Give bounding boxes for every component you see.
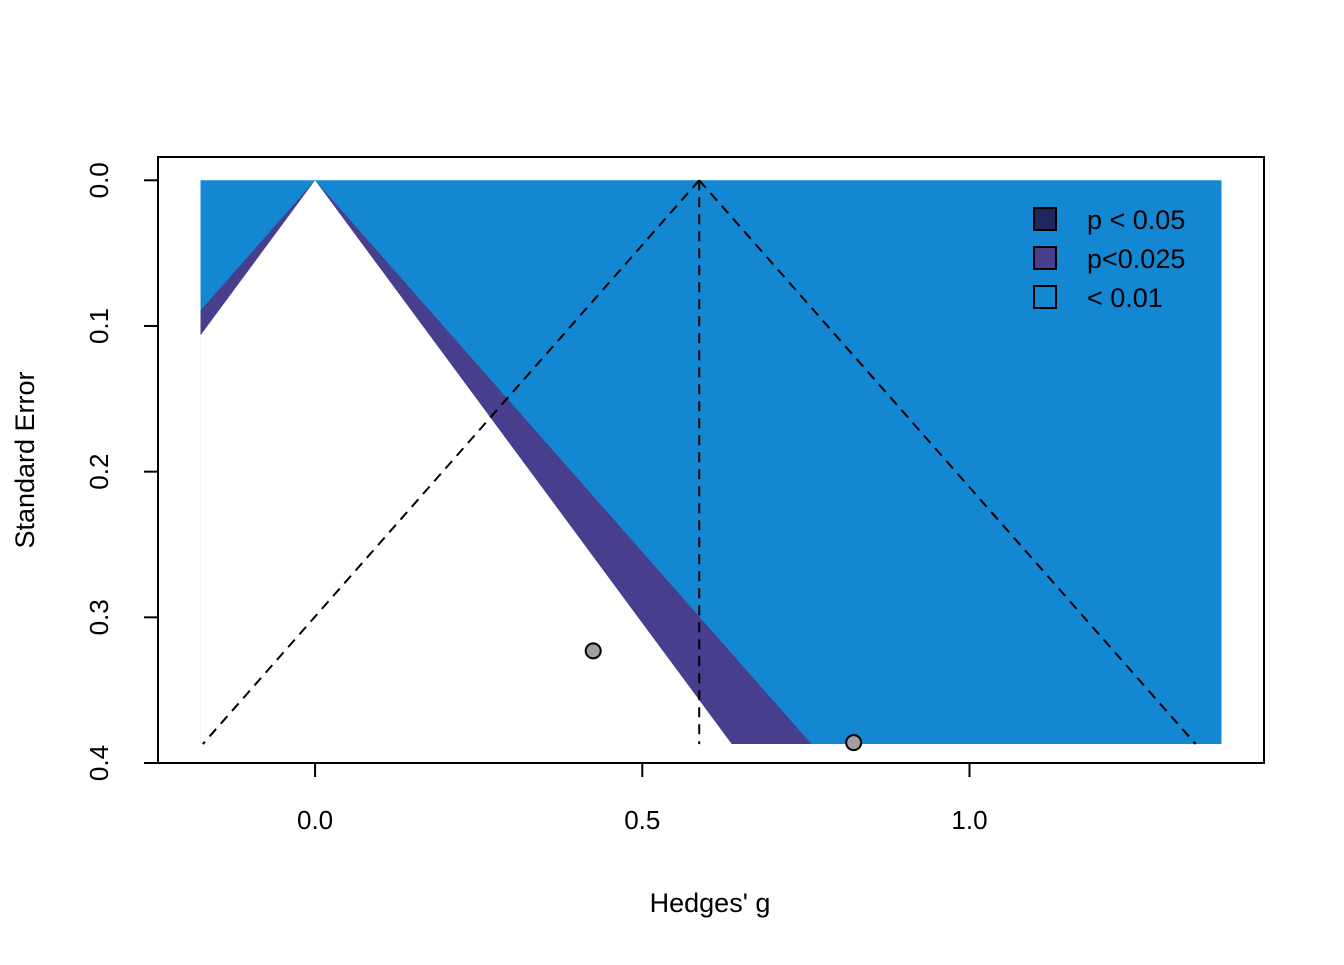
legend: p < 0.05 p<0.025 < 0.01 — [1033, 205, 1185, 313]
x-axis-label: Hedges' g — [650, 888, 771, 918]
legend-label: p<0.025 — [1087, 244, 1185, 274]
study-points — [584, 642, 863, 752]
legend-swatch — [1033, 246, 1057, 270]
x-tick-label: 0.0 — [297, 805, 333, 835]
y-tick-label: 0.2 — [84, 454, 114, 490]
y-tick-label: 0.0 — [84, 162, 114, 198]
legend-swatch — [1033, 285, 1057, 309]
y-tick-label: 0.4 — [84, 745, 114, 781]
x-tick-label: 0.5 — [624, 805, 660, 835]
legend-label: < 0.01 — [1087, 283, 1163, 313]
x-axis: 0.0 0.5 1.0 — [297, 762, 988, 835]
legend-swatch — [1033, 207, 1057, 231]
funnel-left-line — [202, 179, 700, 745]
y-tick-label: 0.3 — [84, 599, 114, 635]
legend-label: p < 0.05 — [1087, 205, 1185, 235]
x-tick-label: 1.0 — [951, 805, 987, 835]
y-axis: 0.0 0.1 0.2 0.3 0.4 — [84, 162, 158, 781]
funnel-right-line — [698, 179, 1197, 745]
significance-regions — [200, 180, 1222, 745]
y-tick-label: 0.1 — [84, 308, 114, 344]
data-point — [584, 642, 602, 660]
data-point — [845, 734, 863, 752]
funnel-lines — [202, 179, 1197, 745]
y-axis-label: Standard Error — [10, 371, 40, 548]
non-significant-region — [200, 180, 732, 745]
